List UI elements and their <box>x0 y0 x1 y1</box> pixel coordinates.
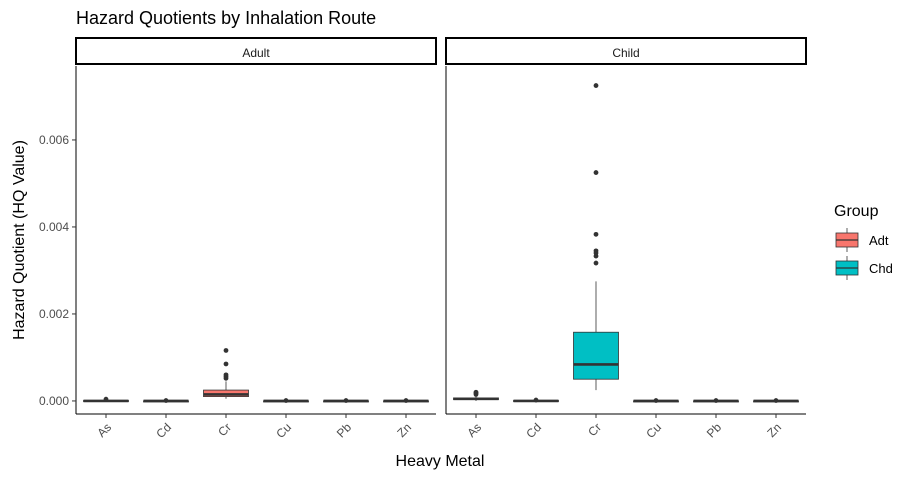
chart-title: Hazard Quotients by Inhalation Route <box>76 8 376 28</box>
outlier-point <box>223 348 229 353</box>
box-chd-as <box>453 389 499 401</box>
box-adt-pb <box>323 398 369 403</box>
x-tick-label: Cd <box>153 420 174 441</box>
outlier-point <box>773 398 779 403</box>
legend-entry-adt: Adt <box>835 228 889 252</box>
box-chd-cr <box>573 83 619 391</box>
x-tick-label: Pb <box>334 420 355 441</box>
legend-title: Group <box>834 203 879 220</box>
outlier-point <box>223 361 229 367</box>
x-tick-label: Zn <box>394 420 414 440</box>
x-tick-label: Cr <box>585 420 604 439</box>
box-chd-pb <box>693 398 739 403</box>
box-chd-zn <box>753 398 799 403</box>
legend: Group Adt Chd <box>834 203 893 280</box>
facet-panels: Adult As Cd Cr Cu Pb Zn Child As Cd Cr Cu Pb Zn <box>75 37 807 441</box>
facet-strip <box>445 37 807 65</box>
x-axis-title: Heavy Metal <box>396 453 485 470</box>
box-body <box>573 331 619 380</box>
outlier-point <box>593 170 599 175</box>
outlier-point <box>343 398 349 403</box>
box-chd-cu <box>633 398 679 403</box>
outlier-point <box>103 396 109 402</box>
box-adt-cr <box>203 348 249 399</box>
x-tick-label: Cu <box>643 420 664 441</box>
outlier-point <box>533 397 539 403</box>
facet-strip-label: Adult <box>242 46 270 60</box>
legend-label: Chd <box>869 261 893 276</box>
outlier-point <box>593 248 599 254</box>
y-tick-label: 0.006 <box>39 133 69 147</box>
x-tick-label: Zn <box>764 420 784 440</box>
y-axis-title: Hazard Quotient (HQ Value) <box>11 140 28 340</box>
outlier-point <box>653 398 659 403</box>
x-tick-label: As <box>94 420 114 440</box>
facet-panel-child: Child As Cd Cr Cu Pb Zn <box>445 37 807 441</box>
outlier-point <box>403 398 409 403</box>
y-tick-label: 0.000 <box>39 394 69 408</box>
outlier-point <box>223 372 229 378</box>
facet-strip <box>75 37 437 65</box>
outlier-point <box>473 389 479 395</box>
box-adt-cd <box>143 398 189 403</box>
facet-strip-label: Child <box>612 46 639 60</box>
x-tick-label: Cr <box>215 420 234 439</box>
outlier-point <box>283 398 289 403</box>
facet-panel-adult: Adult As Cd Cr Cu Pb Zn <box>75 37 437 441</box>
x-tick-label: Cu <box>273 420 294 441</box>
y-tick-label: 0.002 <box>39 307 69 321</box>
legend-entry-chd: Chd <box>835 256 893 280</box>
legend-label: Adt <box>869 233 889 248</box>
x-tick-label: Pb <box>704 420 725 441</box>
box-adt-zn <box>383 398 429 403</box>
box-adt-cu <box>263 398 309 403</box>
outlier-point <box>593 260 599 266</box>
box-chd-cd <box>513 397 559 403</box>
outlier-point <box>163 398 169 403</box>
outlier-point <box>593 83 599 88</box>
y-tick-label: 0.004 <box>39 220 69 234</box>
box-adt-as <box>83 396 129 403</box>
outlier-point <box>713 398 719 403</box>
outlier-point <box>593 231 599 237</box>
x-tick-label: As <box>464 420 484 440</box>
y-axis: 0.000 0.002 0.004 0.006 <box>39 133 76 408</box>
x-tick-label: Cd <box>523 420 544 441</box>
